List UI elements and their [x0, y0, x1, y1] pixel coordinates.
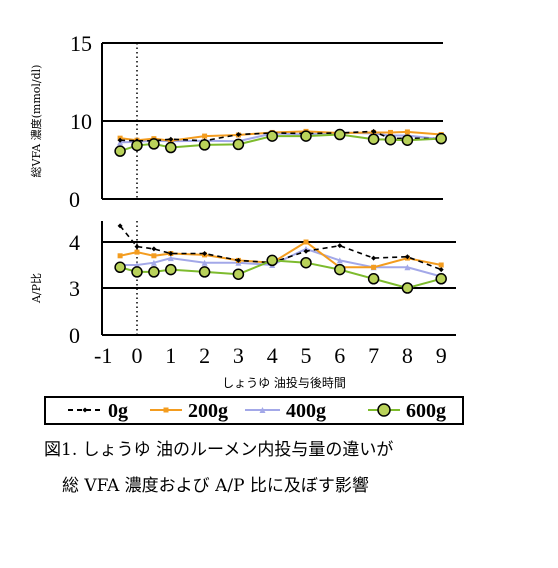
- bottom-series-0g-point-10: [404, 254, 410, 260]
- bottom-series-0g-point-7: [303, 248, 309, 254]
- top-series-200g-point-11: [404, 129, 410, 135]
- top-series-0g-point-3: [168, 136, 174, 142]
- bottom-series-200g-point-0: [117, 253, 123, 259]
- x-tick-9: 9: [436, 343, 447, 368]
- bottom-series-0g-point-5: [235, 257, 241, 263]
- top-series-600g-point-0: [114, 145, 126, 157]
- legend-label-600g: 600g: [406, 400, 446, 422]
- bottom-series-200g-point-1: [134, 249, 140, 255]
- top-series-600g-point-10: [384, 133, 397, 146]
- legend-label-0g: 0g: [108, 400, 128, 422]
- bottom-series-600g-point-5: [232, 268, 245, 280]
- top-series-200g-point-4: [202, 133, 208, 139]
- top-chart: 15 10 0 総VFA 濃度(mmol/dl): [29, 31, 447, 212]
- top-series-600g-point-2: [148, 138, 160, 150]
- figure: 15 10 0 総VFA 濃度(mmol/dl) 4 3 0 A/P比 -1 0 1…: [29, 31, 464, 425]
- top-series-0g-point-0: [117, 137, 123, 143]
- top-series-600g-point-11: [401, 134, 414, 146]
- top-series-600g-point-9: [367, 133, 380, 145]
- x-tick-0: 0: [132, 343, 143, 368]
- top-series-600g-point-6: [266, 130, 278, 142]
- bottom-series-600g-point-4: [198, 266, 211, 278]
- bottom-series-400g-point-4: [201, 259, 208, 266]
- legend: 0g 200g 400g 600g: [44, 396, 464, 425]
- bottom-chart: 4 3 0 A/P比 -1 0 1 2 3 4 5 6 7 8 9 しょうゆ 油投与後時間: [30, 221, 456, 390]
- legend-marker-0g: [82, 407, 88, 413]
- bottom-series-600g-point-1: [131, 266, 143, 278]
- x-tick-3: 3: [233, 343, 244, 368]
- x-axis-label: しょうゆ 油投与後時間: [222, 375, 346, 390]
- legend-marker-600g: [377, 403, 391, 417]
- top-series-group: [114, 128, 447, 157]
- bottom-series-200g-point-9: [371, 264, 377, 270]
- x-tick-8: 8: [402, 343, 413, 368]
- bottom-y-axis-label: A/P比: [30, 273, 43, 304]
- x-tick-4: 4: [267, 343, 278, 368]
- bottom-series-group: [114, 223, 447, 294]
- bottom-series-600g-point-6: [266, 254, 278, 267]
- legend-marker-200g: [163, 407, 169, 413]
- bottom-series-600g-point-11: [435, 273, 447, 285]
- bottom-series-600g-point-0: [114, 261, 126, 274]
- top-ytick-15: 15: [70, 31, 92, 56]
- legend-label-400g: 400g: [286, 400, 326, 422]
- x-tick-6: 6: [334, 343, 345, 368]
- x-tick-7: 7: [368, 343, 379, 368]
- top-ytick-10: 10: [70, 109, 92, 134]
- legend-label-200g: 200g: [188, 400, 228, 422]
- bottom-series-600g-point-10: [401, 282, 414, 294]
- bottom-series-0g-point-0: [117, 223, 123, 229]
- bottom-series-0g-point-9: [371, 255, 377, 261]
- bottom-series-0g-point-2: [151, 246, 157, 252]
- bottom-series-200g-point-7: [303, 239, 309, 245]
- bottom-series-200g-point-11: [438, 262, 444, 268]
- x-tick-5: 5: [301, 343, 312, 368]
- x-tick--1: -1: [94, 343, 112, 368]
- bottom-series-0g-point-11: [438, 267, 444, 273]
- top-series-0g-point-9: [371, 128, 377, 134]
- top-series-600g-point-1: [131, 139, 143, 152]
- top-series-600g-point-4: [198, 139, 211, 151]
- bottom-series-400g-point-10: [404, 264, 411, 271]
- top-series-600g-point-5: [232, 138, 245, 151]
- bottom-series-400g-line: [120, 247, 442, 278]
- bottom-series-200g-point-2: [151, 253, 157, 259]
- legend-marker-400g: [259, 407, 266, 413]
- top-series-600g-point-7: [300, 130, 312, 142]
- top-series-600g-point-3: [165, 141, 177, 154]
- top-y-axis-label: 総VFA 濃度(mmol/dl): [29, 65, 43, 178]
- bottom-series-600g-point-2: [148, 266, 160, 278]
- x-tick-1: 1: [165, 343, 176, 368]
- x-tick-labels: -1 0 1 2 3 4 5 6 7 8 9: [94, 343, 447, 368]
- x-tick-2: 2: [199, 343, 210, 368]
- bottom-ytick-0: 0: [69, 323, 80, 348]
- top-series-600g-point-12: [435, 132, 447, 145]
- bottom-series-400g-point-2: [150, 259, 157, 266]
- bottom-series-0g-point-3: [168, 251, 174, 256]
- bottom-series-0g-point-4: [202, 251, 208, 256]
- bottom-ytick-3: 3: [69, 276, 80, 301]
- bottom-series-400g-point-8: [336, 257, 343, 264]
- top-series-600g-point-8: [334, 128, 346, 141]
- top-ytick-0: 0: [69, 187, 80, 212]
- caption-line-2: 総 VFA 濃度および A/P 比に及ぼす影響: [62, 476, 369, 496]
- bottom-series-600g-point-3: [165, 263, 177, 276]
- caption-line-1: 図1. しょうゆ 油のルーメン内投与量の違いが: [44, 440, 394, 460]
- bottom-series-600g-point-8: [334, 263, 346, 276]
- bottom-series-400g-point-3: [167, 255, 174, 262]
- bottom-series-0g-point-8: [337, 243, 343, 249]
- bottom-series-0g-line: [119, 225, 442, 271]
- bottom-series-600g-point-7: [300, 256, 312, 269]
- legend-items: 0g 200g 400g 600g: [68, 400, 446, 422]
- figure-caption: 図1. しょうゆ 油のルーメン内投与量の違いが 総 VFA 濃度および A/P …: [44, 432, 393, 504]
- bottom-series-200g-line: [119, 240, 442, 269]
- bottom-ytick-4: 4: [69, 230, 80, 255]
- bottom-series-0g-point-1: [134, 244, 140, 250]
- top-series-200g-point-10: [388, 129, 393, 135]
- top-series-0g-point-5: [235, 132, 241, 138]
- bottom-series-600g-point-9: [367, 273, 380, 285]
